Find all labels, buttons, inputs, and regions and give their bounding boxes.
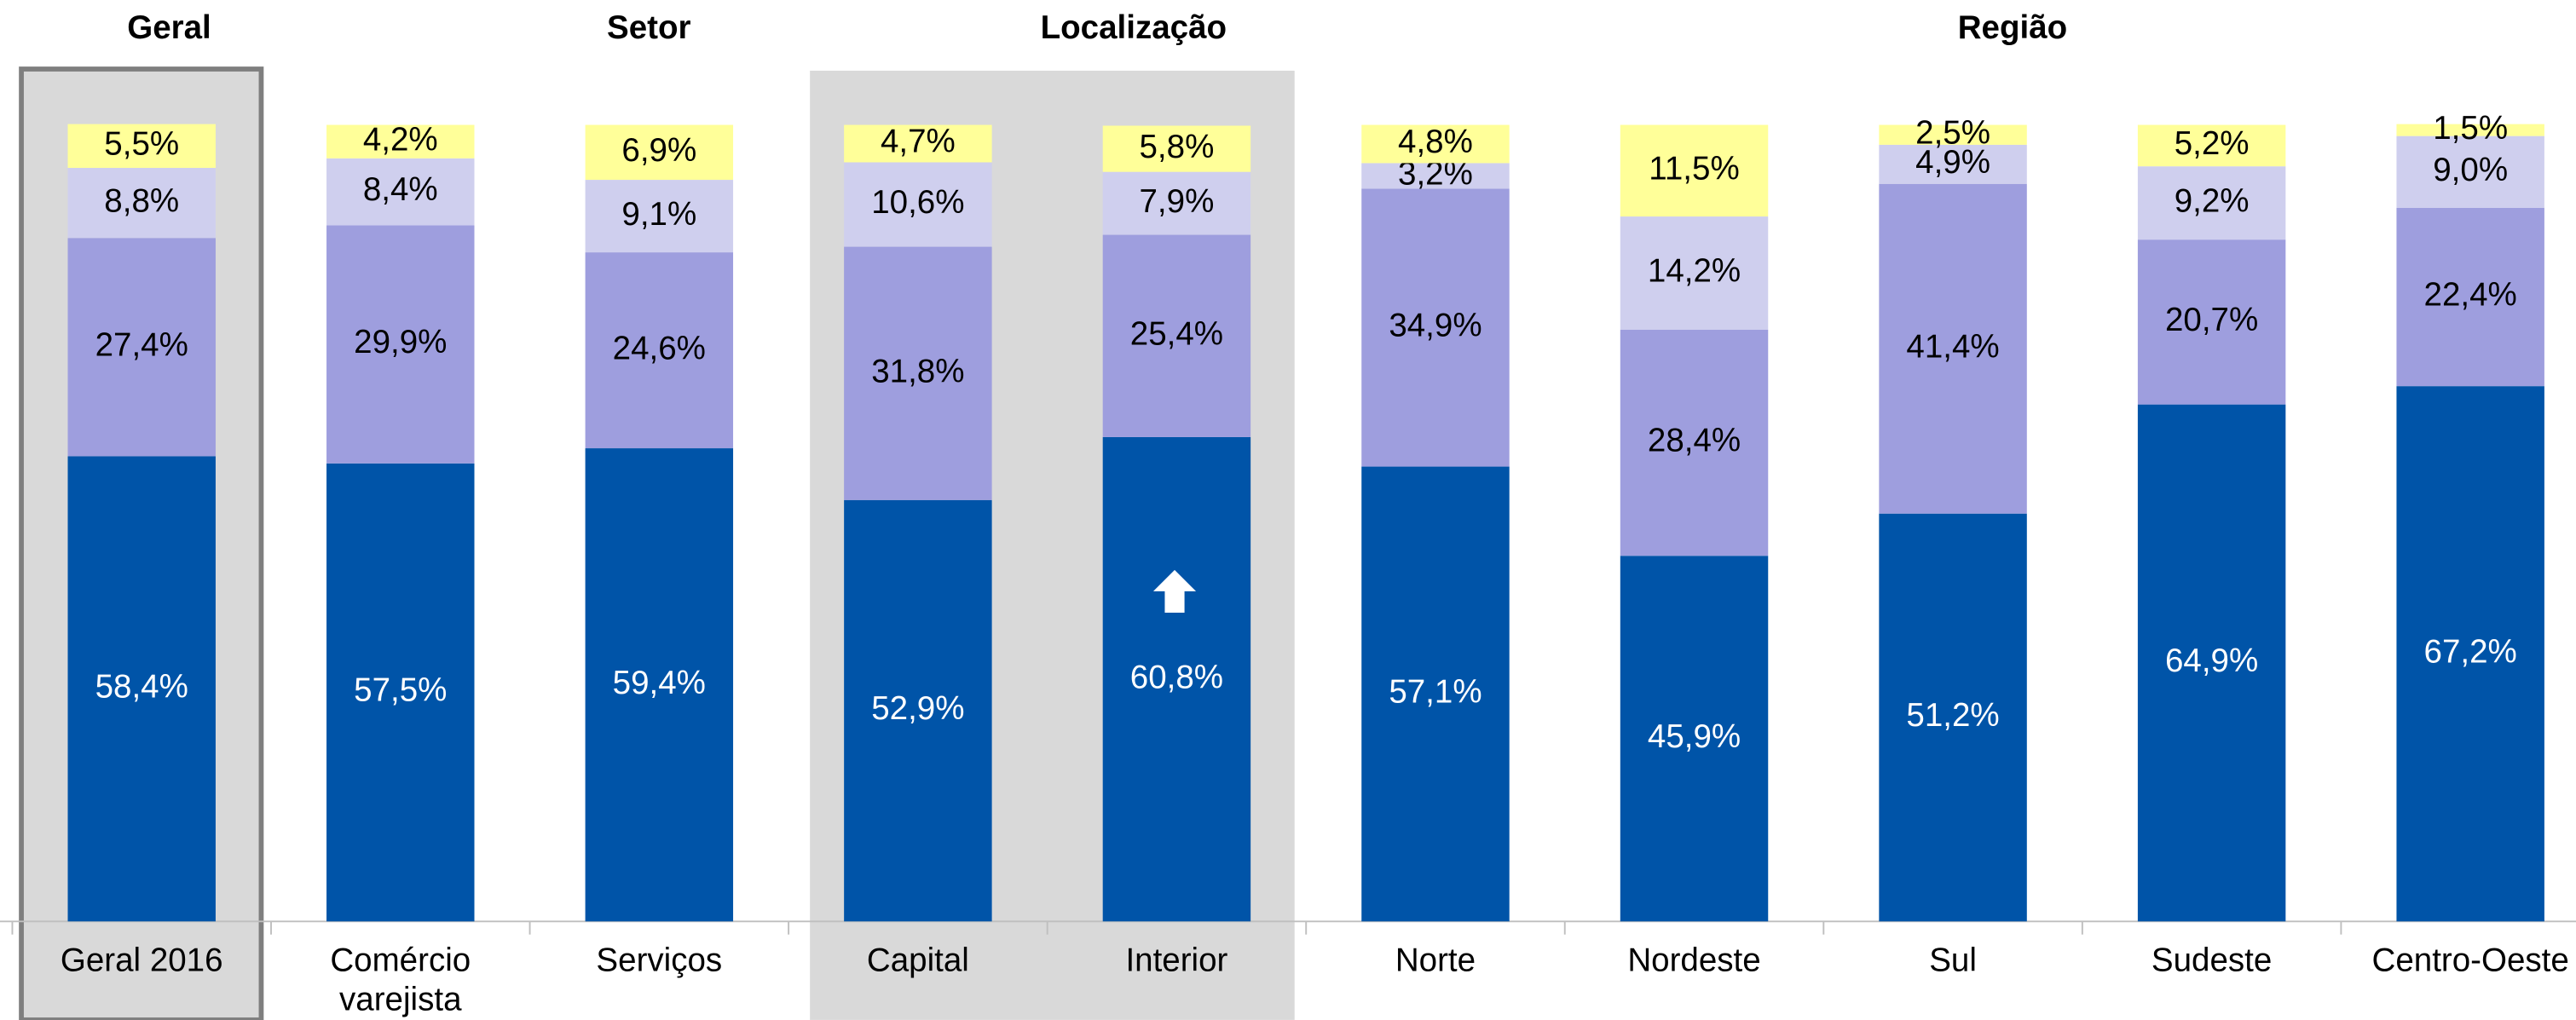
- data-label: 8,4%: [363, 171, 438, 208]
- group-header: Geral: [127, 9, 211, 46]
- data-label: 31,8%: [871, 353, 964, 389]
- data-label: 4,8%: [1398, 124, 1473, 160]
- data-label: 22,4%: [2424, 277, 2517, 314]
- data-label: 60,8%: [1130, 659, 1223, 695]
- up-arrow-icon: [1152, 569, 1197, 613]
- data-label: 51,2%: [1906, 697, 1999, 734]
- bar-segment: [1620, 329, 1769, 556]
- bar-segment: [1361, 466, 1510, 922]
- data-label: 9,0%: [2433, 152, 2508, 188]
- bar-segment: [1879, 124, 2027, 145]
- data-label: 2,5%: [1915, 114, 1990, 151]
- group-header: Setor: [607, 9, 691, 46]
- bar-segment: [1620, 124, 1769, 217]
- bar-segment: [326, 225, 475, 464]
- group-header: Região: [1958, 9, 2067, 46]
- data-label: 57,5%: [354, 672, 447, 709]
- bar-segment: [585, 180, 734, 253]
- bar-segment: [1102, 436, 1251, 922]
- bar-segment: [1361, 188, 1510, 467]
- group-header: Localização: [1041, 9, 1227, 46]
- bar-segment: [1879, 183, 2027, 514]
- bar-segment: [1879, 513, 2027, 922]
- bar-segment: [1102, 234, 1251, 437]
- data-label: 52,9%: [871, 690, 964, 727]
- data-label: 5,5%: [104, 126, 179, 163]
- bar-segment: [1879, 144, 2027, 184]
- data-label: 28,4%: [1648, 423, 1741, 459]
- bar-segment: [67, 124, 216, 169]
- bar-segment: [1620, 556, 1769, 922]
- data-label: 1,5%: [2433, 110, 2508, 147]
- data-label: 59,4%: [613, 665, 706, 701]
- bar-segment: [67, 168, 216, 239]
- x-tick-label: Capital: [867, 942, 969, 979]
- bar-segment: [844, 499, 992, 922]
- data-label: 64,9%: [2165, 643, 2258, 679]
- bar-segment: [2137, 124, 2286, 167]
- data-label: 34,9%: [1389, 308, 1481, 344]
- x-tick-label: Norte: [1395, 942, 1476, 979]
- data-label: 5,8%: [1140, 129, 1215, 165]
- data-label: 8,8%: [104, 182, 179, 219]
- bar-segment: [2137, 404, 2286, 922]
- data-label: 20,7%: [2165, 302, 2258, 338]
- bar-segment: [2396, 386, 2544, 922]
- data-label: 27,4%: [95, 327, 188, 364]
- x-tick-label: Geral 2016: [61, 942, 223, 979]
- data-label: 5,2%: [2175, 125, 2250, 162]
- bar-segment: [844, 124, 992, 163]
- data-label: 67,2%: [2424, 633, 2517, 670]
- x-tick-label: Interior: [1125, 942, 1227, 979]
- data-label: 11,5%: [1649, 150, 1739, 187]
- bar-segment: [2396, 207, 2544, 387]
- bar-segment: [585, 124, 734, 181]
- bar-segment: [2396, 124, 2544, 136]
- data-label: 9,2%: [2175, 182, 2250, 219]
- bar-segment: [2137, 166, 2286, 240]
- bar-segment: [326, 158, 475, 226]
- bar-segment: [585, 448, 734, 922]
- bar-segment: [326, 463, 475, 922]
- x-tick-label: Serviços: [596, 942, 722, 979]
- data-label: 4,2%: [363, 121, 438, 158]
- data-label: 7,9%: [1140, 183, 1215, 220]
- bar-segment: [2396, 135, 2544, 208]
- data-label: 4,9%: [1915, 144, 1990, 181]
- data-label: 24,6%: [613, 330, 706, 366]
- data-label: 25,4%: [1130, 315, 1223, 352]
- bar-segment: [2137, 239, 2286, 405]
- bar-segment: [326, 124, 475, 158]
- bar-segment: [1102, 171, 1251, 235]
- bar-segment: [844, 246, 992, 500]
- data-label: 4,7%: [881, 124, 956, 160]
- x-tick-label: Comércio varejista: [330, 942, 471, 1018]
- x-tick-label: Centro-Oeste: [2372, 942, 2569, 979]
- data-label: 58,4%: [95, 669, 188, 706]
- data-label: 45,9%: [1648, 718, 1741, 755]
- bar-segment: [67, 238, 216, 457]
- x-tick-label: Sudeste: [2151, 942, 2272, 979]
- bar-segment: [1620, 216, 1769, 330]
- bar-segment: [1361, 163, 1510, 189]
- bar-segment: [844, 162, 992, 247]
- x-tick-label: Nordeste: [1627, 942, 1760, 979]
- x-tick-label: Sul: [1929, 942, 1977, 979]
- data-label: 57,1%: [1389, 674, 1481, 711]
- bar-segment: [1361, 124, 1510, 164]
- bar-segment: [67, 456, 216, 922]
- data-label: 29,9%: [354, 324, 447, 360]
- bar-segment: [1102, 125, 1251, 172]
- data-label: 14,2%: [1648, 253, 1741, 290]
- data-label: 10,6%: [871, 184, 964, 221]
- data-label: 41,4%: [1906, 328, 1999, 365]
- data-label: 6,9%: [621, 132, 696, 169]
- data-label: 9,1%: [621, 196, 696, 233]
- bar-segment: [585, 252, 734, 449]
